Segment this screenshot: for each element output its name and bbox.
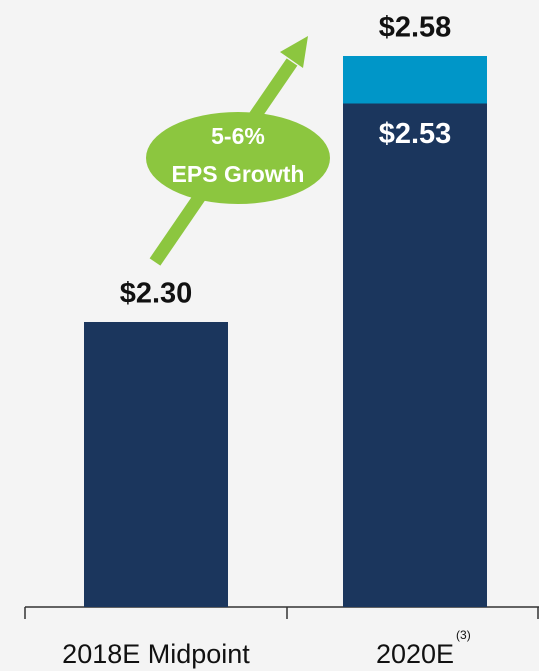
growth-arrowhead [280,36,308,68]
annotation-text: EPS Growth [172,161,305,187]
total-label: $2.30 [120,278,193,310]
category-superscript: (3) [456,628,471,642]
bar-segment [343,103,487,607]
x-tick-label: 2018E Midpoint [62,639,250,669]
value-label: $2.53 [379,118,452,150]
annotation-bubble [146,112,330,204]
total-label: $2.58 [379,12,452,44]
annotation-text: 5-6% [211,123,265,149]
bar-segment [343,56,487,104]
x-tick-label: 2020E [376,639,454,669]
bar-segment [84,322,228,607]
